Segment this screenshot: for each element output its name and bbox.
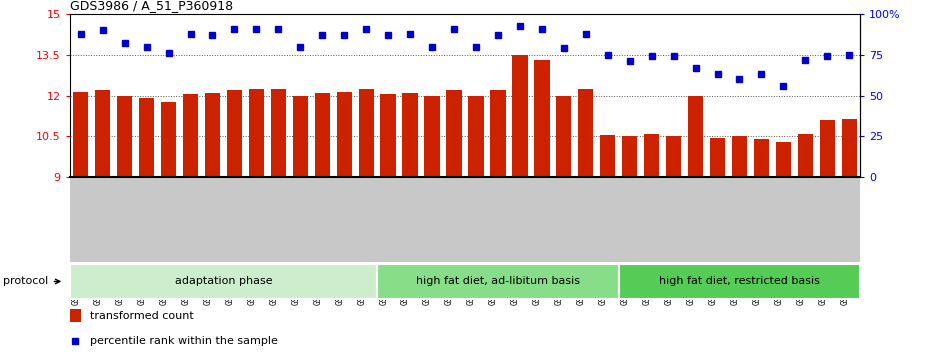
Text: high fat diet, restricted basis: high fat diet, restricted basis bbox=[659, 276, 820, 286]
Bar bbox=[271, 89, 286, 177]
Bar bbox=[490, 90, 506, 177]
Bar bbox=[380, 94, 396, 177]
Bar bbox=[70, 309, 81, 322]
Bar bbox=[293, 96, 308, 177]
Bar bbox=[618, 264, 860, 299]
Bar bbox=[512, 55, 527, 177]
Bar bbox=[842, 119, 857, 177]
Text: transformed count: transformed count bbox=[90, 311, 194, 321]
Bar bbox=[358, 89, 374, 177]
Text: percentile rank within the sample: percentile rank within the sample bbox=[90, 336, 278, 346]
Bar bbox=[819, 120, 835, 177]
Bar bbox=[161, 102, 177, 177]
Bar bbox=[314, 93, 330, 177]
Bar bbox=[424, 96, 440, 177]
Bar bbox=[710, 138, 725, 177]
Bar bbox=[776, 142, 791, 177]
Text: GDS3986 / A_51_P360918: GDS3986 / A_51_P360918 bbox=[70, 0, 232, 12]
Bar bbox=[403, 93, 418, 177]
Bar bbox=[337, 92, 352, 177]
Bar bbox=[95, 90, 111, 177]
Text: protocol: protocol bbox=[4, 276, 60, 286]
Bar bbox=[622, 136, 637, 177]
Bar bbox=[732, 136, 747, 177]
Bar bbox=[600, 135, 616, 177]
Bar bbox=[70, 264, 378, 299]
Bar bbox=[534, 60, 550, 177]
Bar bbox=[205, 93, 220, 177]
Bar bbox=[183, 94, 198, 177]
Bar bbox=[248, 89, 264, 177]
Bar bbox=[666, 136, 682, 177]
Bar bbox=[798, 133, 813, 177]
Bar bbox=[227, 90, 242, 177]
Text: high fat diet, ad-libitum basis: high fat diet, ad-libitum basis bbox=[416, 276, 580, 286]
Bar bbox=[578, 89, 593, 177]
Bar bbox=[139, 98, 154, 177]
Bar bbox=[556, 96, 572, 177]
Bar bbox=[469, 96, 484, 177]
Bar bbox=[446, 90, 461, 177]
Bar bbox=[117, 96, 132, 177]
Bar bbox=[753, 139, 769, 177]
Bar bbox=[73, 92, 88, 177]
Bar bbox=[644, 133, 659, 177]
Bar bbox=[688, 96, 703, 177]
Text: adaptation phase: adaptation phase bbox=[175, 276, 272, 286]
Bar bbox=[378, 264, 618, 299]
